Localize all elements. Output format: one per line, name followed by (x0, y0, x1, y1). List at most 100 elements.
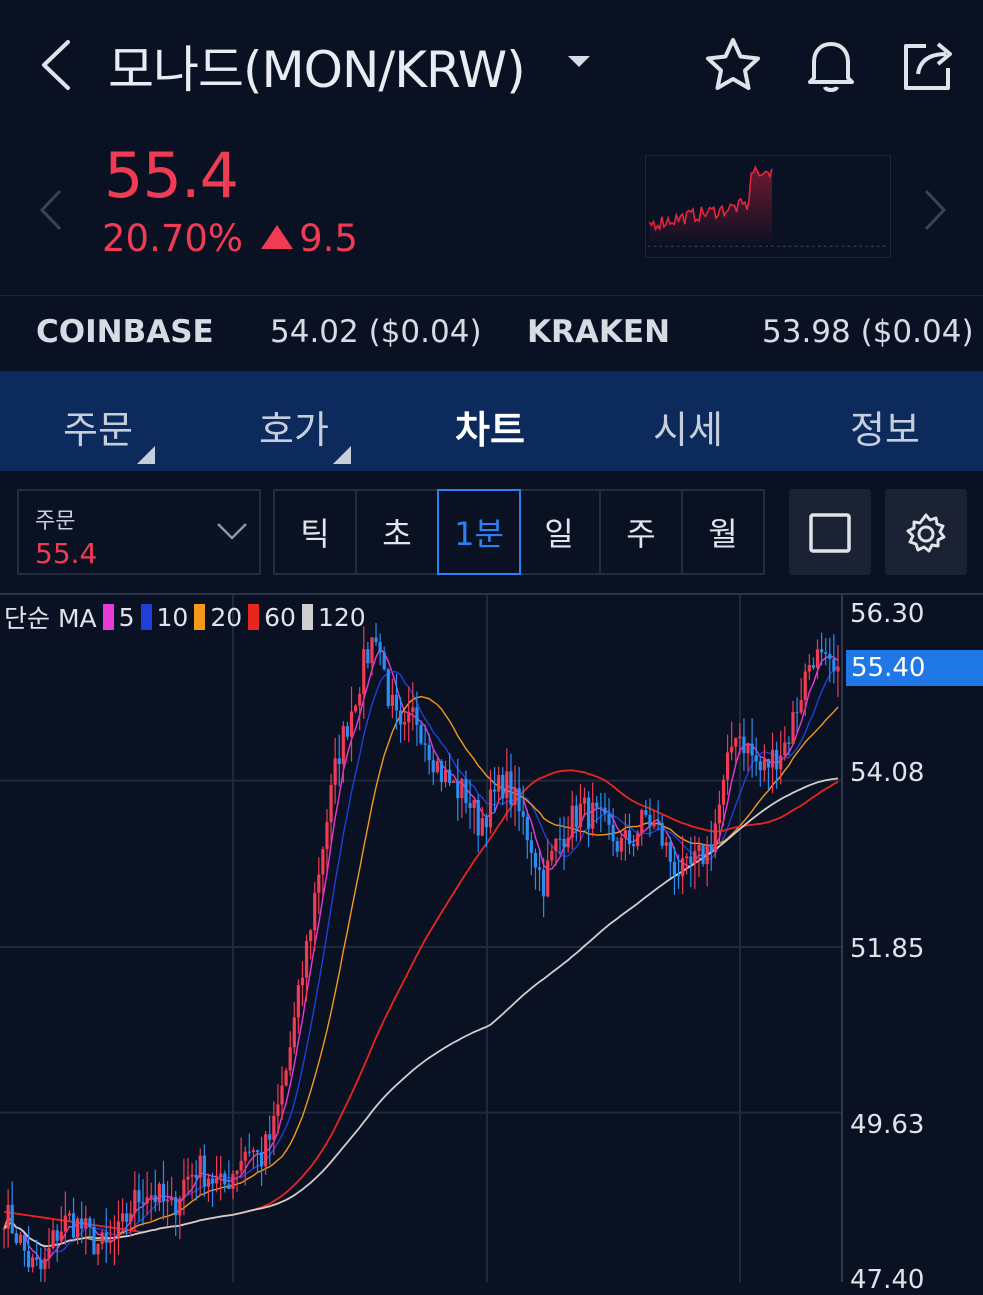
period-month[interactable]: 월 (708, 515, 738, 553)
sparkline-chart[interactable] (645, 155, 891, 258)
candle-body (623, 830, 627, 838)
candle (133, 1171, 137, 1231)
candle-body (309, 930, 313, 942)
candle (501, 767, 505, 805)
candle-body (353, 705, 358, 712)
candle-body (791, 712, 795, 744)
candle (374, 622, 378, 646)
coin-title[interactable]: 모나드(MON/KRW) (108, 41, 526, 99)
candle (22, 1234, 27, 1267)
candle (182, 1158, 186, 1216)
star-icon[interactable] (702, 34, 764, 96)
candle-body (452, 780, 456, 783)
candle-body (255, 1150, 260, 1153)
candlestick-chart[interactable] (0, 595, 983, 1282)
candle-body (96, 1243, 100, 1255)
candle (452, 779, 456, 783)
bell-icon[interactable] (800, 34, 862, 96)
exchange-price: 53.98 ($0.04) (762, 314, 974, 350)
candle (730, 721, 734, 761)
candle-body (14, 1233, 18, 1243)
candle (80, 1201, 84, 1244)
candle-body (223, 1173, 227, 1185)
candle (251, 1147, 255, 1169)
exchange-price: 54.02 ($0.04) (270, 314, 482, 350)
candle (525, 809, 529, 859)
legend-title: 단순 MA (4, 604, 97, 633)
candle-body (828, 653, 832, 659)
candle (198, 1148, 202, 1196)
candle (333, 737, 337, 804)
period-second[interactable]: 초 (357, 491, 439, 573)
period-1min[interactable]: 1분 (437, 489, 521, 575)
candle (693, 835, 697, 890)
candle-body (304, 941, 309, 978)
candle-body (783, 742, 787, 756)
dropdown-caret-icon[interactable] (568, 56, 590, 67)
candle-body (362, 649, 366, 694)
candle (795, 697, 799, 733)
order-type-select[interactable]: 주문 55.4 (17, 489, 261, 575)
settings-button[interactable] (885, 489, 967, 575)
candle (811, 657, 816, 670)
candle-body (664, 842, 668, 846)
candle-body (832, 658, 836, 672)
chart-toolbar: 주문 55.4 틱 초 1분 일 주 월 (0, 471, 983, 593)
candle-body (219, 1173, 223, 1178)
candle (766, 758, 771, 791)
candle (59, 1206, 63, 1245)
tab-orderbook[interactable]: 호가 (259, 399, 351, 464)
candle-body (811, 664, 816, 668)
ma-legend[interactable]: 단순 MA 5 10 20 60 120 (4, 599, 366, 635)
candle-body (591, 802, 595, 829)
candle-body (513, 788, 517, 805)
tab-label: 주문 (63, 408, 133, 452)
candle-body (644, 810, 648, 815)
main-tabs: 주문 호가 차트 시세 정보 (0, 371, 983, 471)
candle (529, 831, 533, 876)
candle-body (358, 693, 362, 706)
candle-body (178, 1198, 182, 1216)
period-day[interactable]: 일 (519, 491, 601, 573)
tab-chart[interactable]: 차트 (455, 399, 525, 454)
candle (149, 1182, 153, 1223)
tab-order[interactable]: 주문 (63, 399, 155, 464)
candle-body (227, 1184, 231, 1189)
candle (705, 836, 709, 887)
share-icon[interactable] (898, 34, 960, 96)
candle-body (186, 1176, 190, 1180)
candle-body (738, 736, 742, 739)
candle-body (423, 743, 427, 745)
candle (2, 1227, 6, 1249)
candle (296, 979, 300, 1034)
candle-body (280, 1085, 284, 1105)
prev-coin-icon[interactable] (36, 187, 66, 233)
exchange-name: KRAKEN (527, 314, 671, 350)
candle (120, 1198, 125, 1231)
back-chevron-icon[interactable] (30, 34, 86, 96)
candle (599, 792, 603, 833)
corner-indicator-icon (332, 446, 351, 464)
period-week[interactable]: 주 (601, 491, 683, 573)
next-coin-icon[interactable] (920, 187, 950, 233)
candle (243, 1146, 247, 1186)
candle (758, 755, 762, 787)
candle (100, 1229, 104, 1250)
candle (292, 1002, 296, 1054)
candle (640, 808, 644, 846)
candle-body (6, 1204, 10, 1229)
candle (407, 686, 411, 743)
candle-body (721, 779, 726, 805)
fullscreen-button[interactable] (789, 489, 871, 575)
candle-body (766, 759, 771, 768)
candle-body (165, 1200, 170, 1202)
price-chart[interactable]: 단순 MA 5 10 20 60 120 56.30 55.40 54.08 5… (0, 593, 983, 1295)
candle-body (288, 1047, 292, 1071)
candle-body (247, 1151, 251, 1153)
tab-info[interactable]: 정보 (850, 399, 920, 454)
tab-market[interactable]: 시세 (653, 399, 723, 454)
candle (828, 637, 832, 683)
period-tick[interactable]: 틱 (275, 491, 357, 573)
candle-body (468, 803, 472, 808)
candle (386, 668, 390, 709)
